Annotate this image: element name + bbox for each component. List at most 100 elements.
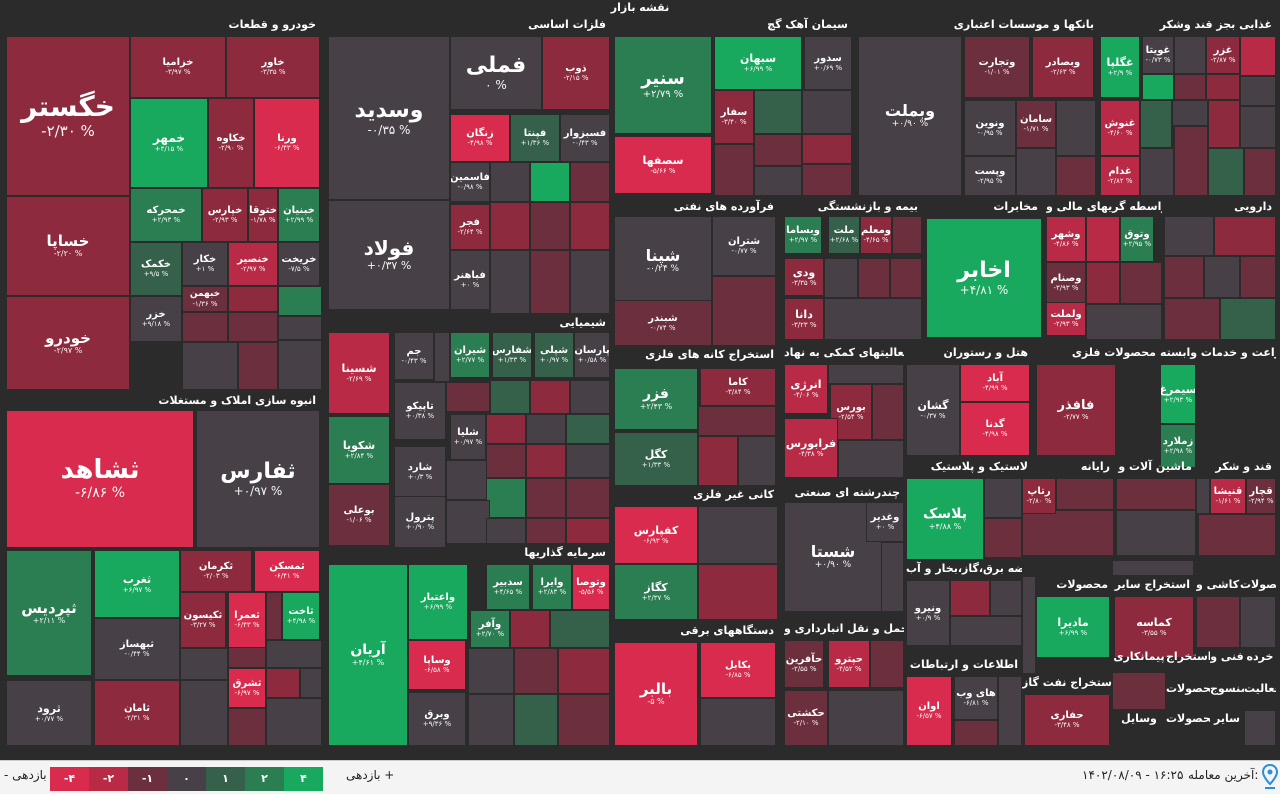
stock-tile[interactable] <box>1206 74 1240 100</box>
stock-tile[interactable]: آباد -۴/۹۹ % <box>960 364 1030 402</box>
location-pin-icon[interactable] <box>1261 763 1279 790</box>
stock-tile[interactable]: خبهمن -۱/۳۶ % <box>182 286 228 312</box>
stock-tile[interactable] <box>1172 100 1208 126</box>
stock-tile[interactable]: خکار +۱ % <box>182 242 228 286</box>
stock-tile[interactable]: ختوقا -۱/۷۸ % <box>248 188 278 242</box>
stock-tile[interactable] <box>530 380 570 414</box>
stock-tile[interactable]: خکمک +۹/۵ % <box>130 242 182 296</box>
stock-tile[interactable] <box>446 382 490 412</box>
stock-tile[interactable] <box>1164 256 1204 298</box>
stock-tile[interactable]: خمهر +۴/۱۵ % <box>130 98 208 188</box>
stock-tile[interactable]: ثغرب +۶/۹۷ % <box>94 550 180 618</box>
stock-tile[interactable]: وبصادر -۲/۶۳ % <box>1032 36 1094 98</box>
stock-tile[interactable]: بوعلی -۱/۰۶ % <box>328 484 390 546</box>
stock-tile[interactable] <box>802 90 852 134</box>
stock-tile[interactable] <box>1240 256 1276 298</box>
stock-tile[interactable]: شفارس +۱/۳۳ % <box>492 332 532 378</box>
stock-tile[interactable] <box>566 478 610 518</box>
stock-tile[interactable] <box>754 134 802 166</box>
stock-tile[interactable]: زملارد +۲/۹۸ % <box>1160 424 1196 468</box>
stock-tile[interactable]: سدبیر +۴/۶۵ % <box>486 564 530 610</box>
stock-tile[interactable]: ودی -۳/۳۵ % <box>784 258 824 296</box>
stock-tile[interactable]: فجر -۲/۶۴ % <box>450 204 490 250</box>
stock-tile[interactable] <box>1240 106 1276 148</box>
stock-tile[interactable] <box>278 316 322 340</box>
stock-tile[interactable]: سفار -۳/۴۰ % <box>714 90 754 144</box>
stock-tile[interactable] <box>698 506 778 564</box>
stock-tile[interactable] <box>468 648 514 694</box>
stock-tile[interactable]: انرژی -۴/۰۶ % <box>784 364 828 414</box>
stock-tile[interactable] <box>530 162 570 202</box>
stock-tile[interactable]: وبساما +۲/۹۷ % <box>784 216 822 254</box>
stock-tile[interactable] <box>1164 216 1214 256</box>
stock-tile[interactable] <box>1208 100 1240 148</box>
stock-tile[interactable]: فباهنر +۰ % <box>450 250 490 310</box>
stock-tile[interactable]: مادیرا +۶/۹۹ % <box>1036 596 1110 658</box>
stock-tile[interactable]: سصفها -۵/۶۶ % <box>614 136 712 194</box>
stock-tile[interactable] <box>570 202 610 250</box>
stock-tile[interactable]: ولملت -۲/۹۳ % <box>1046 302 1086 336</box>
stock-tile[interactable]: فاسمین -۰/۹۸ % <box>450 162 490 202</box>
stock-tile[interactable]: سبهان +۶/۹۹ % <box>714 36 802 90</box>
stock-tile[interactable] <box>510 610 550 648</box>
stock-tile[interactable] <box>872 384 904 440</box>
stock-tile[interactable] <box>984 518 1022 558</box>
stock-tile[interactable]: خنصیر -۲/۹۷ % <box>228 242 278 286</box>
stock-tile[interactable]: شارد +۰/۳ % <box>394 446 446 498</box>
stock-tile[interactable] <box>1140 148 1174 196</box>
stock-tile[interactable] <box>526 478 566 518</box>
stock-tile[interactable] <box>984 478 1022 518</box>
stock-tile[interactable]: وتجارت -۱/۰۱ % <box>964 36 1030 98</box>
stock-tile[interactable] <box>1056 478 1114 510</box>
stock-tile[interactable]: وبرق +۹/۳۶ % <box>408 692 466 746</box>
stock-tile[interactable]: خزر +۹/۱۸ % <box>130 296 182 342</box>
stock-tile[interactable] <box>1174 36 1206 74</box>
stock-tile[interactable]: زنگان -۴/۹۸ % <box>450 114 510 162</box>
stock-tile[interactable]: وتوق +۲/۹۵ % <box>1120 216 1154 262</box>
stock-tile[interactable] <box>838 440 904 478</box>
stock-tile[interactable]: شتران -۰/۷۷ % <box>712 216 776 276</box>
stock-tile[interactable] <box>446 460 490 500</box>
stock-tile[interactable]: خمحرکه +۲/۹۳ % <box>130 188 202 242</box>
stock-tile[interactable]: ثمسکن -۶/۴۱ % <box>254 550 320 592</box>
stock-tile[interactable]: شستا +۰/۹۰ % <box>784 502 882 612</box>
stock-tile[interactable]: شبندر -۰/۷۴ % <box>614 300 712 346</box>
stock-tile[interactable] <box>468 610 470 648</box>
stock-tile[interactable] <box>570 162 610 202</box>
stock-tile[interactable] <box>182 312 228 342</box>
stock-tile[interactable]: گدنا -۴/۹۸ % <box>960 402 1030 456</box>
stock-tile[interactable]: غویتا -۰/۷۳ % <box>1142 36 1174 74</box>
stock-tile[interactable] <box>1244 148 1276 196</box>
stock-tile[interactable] <box>1086 216 1120 262</box>
stock-tile[interactable]: وبملت +۰/۹۰ % <box>858 36 962 196</box>
stock-tile[interactable] <box>1240 76 1276 106</box>
stock-tile[interactable]: خپارس -۲/۹۳ % <box>202 188 248 242</box>
stock-tile[interactable]: غگلپا +۲/۹ % <box>1100 36 1140 98</box>
stock-tile[interactable]: وایرا +۲/۸۳ % <box>532 564 572 610</box>
stock-tile[interactable]: حکشتی -۲/۱۰ % <box>784 690 828 746</box>
stock-tile[interactable]: اوان -۶/۵۷ % <box>906 676 952 746</box>
stock-tile[interactable] <box>1196 478 1210 514</box>
stock-tile[interactable]: سامان -۱/۷۱ % <box>1016 100 1056 148</box>
stock-tile[interactable] <box>1174 126 1208 196</box>
stock-tile[interactable] <box>1196 596 1240 648</box>
stock-tile[interactable] <box>870 640 904 688</box>
stock-tile[interactable] <box>490 162 530 202</box>
stock-tile[interactable]: سنیر +۲/۷۹ % <box>614 36 712 134</box>
stock-tile[interactable] <box>698 564 778 620</box>
stock-tile[interactable] <box>1244 710 1276 746</box>
stock-tile[interactable] <box>1214 216 1276 256</box>
stock-tile[interactable]: خریخت -۷/۵ % <box>278 242 320 286</box>
stock-tile[interactable]: حفاری -۳/۴۸ % <box>1024 694 1110 746</box>
stock-tile[interactable]: خکاوه -۲/۹۰ % <box>208 98 254 188</box>
stock-tile[interactable] <box>228 286 278 312</box>
stock-tile[interactable] <box>526 518 566 544</box>
stock-tile[interactable]: خبنیان +۲/۹۹ % <box>278 188 320 242</box>
stock-tile[interactable] <box>1220 298 1276 340</box>
stock-tile[interactable] <box>1174 74 1206 100</box>
stock-tile[interactable]: شیران +۲/۷۷ % <box>450 332 490 378</box>
stock-tile[interactable]: فزر +۲/۴۳ % <box>614 368 698 430</box>
stock-tile[interactable] <box>828 364 904 384</box>
stock-tile[interactable] <box>698 436 738 486</box>
stock-tile[interactable]: دانا -۳/۲۳ % <box>784 298 824 340</box>
